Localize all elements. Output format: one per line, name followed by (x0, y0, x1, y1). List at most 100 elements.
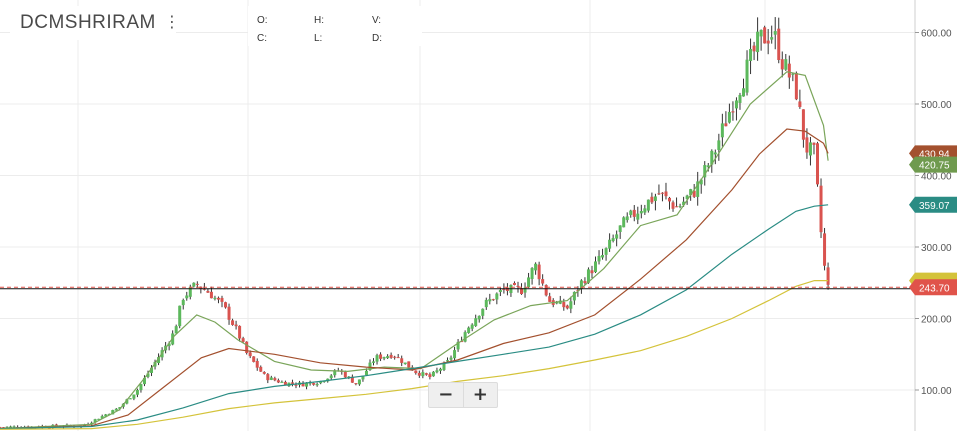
candle-body (643, 208, 647, 213)
candle-body (220, 297, 224, 302)
candle-body (565, 305, 569, 309)
chart-grid (0, 0, 915, 431)
candle-body (294, 384, 298, 386)
candle-body (375, 355, 379, 362)
candle-body (671, 202, 675, 209)
candle-body (537, 264, 541, 280)
candle-body (305, 382, 309, 387)
candle-body (382, 357, 386, 359)
candle-body (808, 142, 812, 156)
candle-body (347, 376, 351, 378)
candle-body (646, 199, 650, 211)
candle-body (770, 37, 774, 40)
candle-body (414, 370, 418, 374)
candle-body (273, 378, 277, 381)
candle-body (354, 383, 358, 385)
candle-body (601, 255, 605, 258)
candle-body (283, 381, 287, 386)
candle-body (534, 263, 538, 271)
candle-body (660, 192, 664, 194)
candle-body (699, 179, 703, 185)
candle-body (238, 325, 242, 339)
candle-body (823, 233, 827, 266)
y-tick-label: 200.00 (921, 315, 952, 326)
candle-body (685, 195, 689, 199)
y-tick-label: 300.00 (921, 243, 952, 254)
candle-body (692, 190, 696, 197)
moving-averages (0, 71, 829, 430)
candle-body (379, 354, 383, 359)
candle-body (403, 362, 407, 365)
candle-body (798, 101, 802, 107)
candle-body (262, 371, 266, 374)
candle-body (784, 59, 788, 70)
candle-body (481, 308, 485, 316)
candle-body (393, 356, 397, 358)
last-price-tag-bg (909, 279, 957, 296)
moving-average-line (0, 128, 829, 430)
candle-body (213, 297, 217, 300)
candle-body (615, 234, 619, 239)
zoom-in-button[interactable]: + (462, 383, 498, 407)
candle-body (195, 283, 199, 285)
vertical-dots-icon[interactable]: ⋮ (163, 14, 180, 31)
candle-body (199, 286, 203, 289)
candle-body (178, 305, 182, 327)
zoom-out-button[interactable]: − (429, 383, 463, 407)
candle-body (266, 374, 270, 381)
candle-body (231, 320, 235, 325)
candle-body (97, 418, 101, 420)
candle-body (544, 285, 548, 296)
candle-body (826, 267, 830, 285)
candle-body (248, 352, 252, 357)
candle-body (742, 88, 746, 97)
candle-body (664, 191, 668, 197)
candle-body (100, 416, 104, 419)
candle-body (453, 350, 457, 359)
candle-body (301, 382, 305, 387)
candle-body (766, 40, 770, 44)
candle-body (128, 398, 132, 400)
candle-body (787, 63, 791, 78)
candle-body (523, 287, 527, 293)
candle-body (2, 427, 6, 429)
candle-body (611, 238, 615, 242)
candle-body (104, 414, 108, 417)
candle-body (368, 362, 372, 371)
candle-body (125, 399, 129, 404)
candle-body (174, 326, 178, 334)
y-axis: 100.00 200.00 300.00 400.00 500.00 600.00 (914, 0, 952, 431)
candle-body (234, 324, 238, 327)
candle-body (417, 372, 421, 376)
candle-body (206, 290, 210, 293)
candle-body (474, 318, 478, 326)
high-label: H: (314, 15, 324, 26)
candle-body (555, 302, 559, 304)
candle-body (731, 111, 735, 113)
candle-body (488, 299, 492, 302)
candle-body (812, 142, 816, 145)
symbol-name: DCMSHRIRAM (20, 12, 156, 33)
candle-body (632, 209, 636, 217)
candle-body (460, 341, 464, 343)
candle-body (357, 379, 361, 385)
candle-body (442, 362, 446, 370)
candle-body (650, 196, 654, 203)
candle-body (594, 261, 598, 273)
candle-body (209, 291, 213, 299)
candle-body (181, 299, 185, 306)
ema100-tag-bg (909, 196, 957, 213)
candle-body (259, 366, 263, 372)
candle-body (498, 289, 502, 293)
candle-body (816, 143, 820, 185)
candle-body (484, 299, 488, 308)
candle-body (135, 389, 139, 395)
candle-body (449, 357, 453, 360)
candle-body (428, 374, 432, 378)
candle-body (150, 367, 154, 373)
candle-body (675, 206, 679, 208)
candle-body (579, 280, 583, 289)
candle-body (333, 370, 337, 376)
candle-body (756, 31, 760, 53)
